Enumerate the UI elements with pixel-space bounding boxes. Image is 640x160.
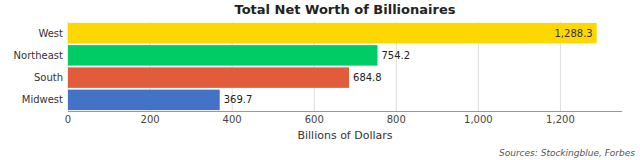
bar	[68, 90, 220, 110]
bar	[68, 23, 597, 43]
data-label: 754.2	[382, 50, 411, 61]
tick-label: 1,000	[464, 114, 493, 125]
chart: Total Net Worth of Billionaires 0 200 400 60…	[0, 0, 640, 160]
bar	[68, 45, 378, 65]
tick-label: 200	[141, 114, 160, 125]
data-label: 684.8	[353, 72, 382, 83]
data-label: 1,288.3	[555, 28, 593, 39]
category-label: South	[34, 72, 63, 83]
annotation: Sources: Stockingblue, Forbes	[499, 148, 635, 158]
tick-label: 800	[387, 114, 406, 125]
data-label: 369.7	[224, 94, 253, 105]
bars	[68, 23, 597, 110]
data-labels: 369.7 684.8754.2 1,288.3	[224, 28, 593, 106]
bar	[68, 67, 349, 87]
tick-label: 1,200	[546, 114, 575, 125]
x-axis-label: Billions of Dollars	[297, 129, 392, 142]
x-ticks: 0 200 400 600 800 1,000 1,200	[65, 114, 575, 125]
title: Total Net Worth of Billionaires	[235, 2, 456, 17]
category-label: Northeast	[14, 50, 63, 61]
category-label: Midwest	[22, 94, 63, 105]
tick-label: 600	[305, 114, 324, 125]
y-ticks: Midwest South Northeast West	[14, 28, 63, 106]
category-label: West	[38, 28, 63, 39]
tick-label: 0	[65, 114, 71, 125]
tick-label: 400	[223, 114, 242, 125]
x-axis-line	[68, 111, 622, 112]
